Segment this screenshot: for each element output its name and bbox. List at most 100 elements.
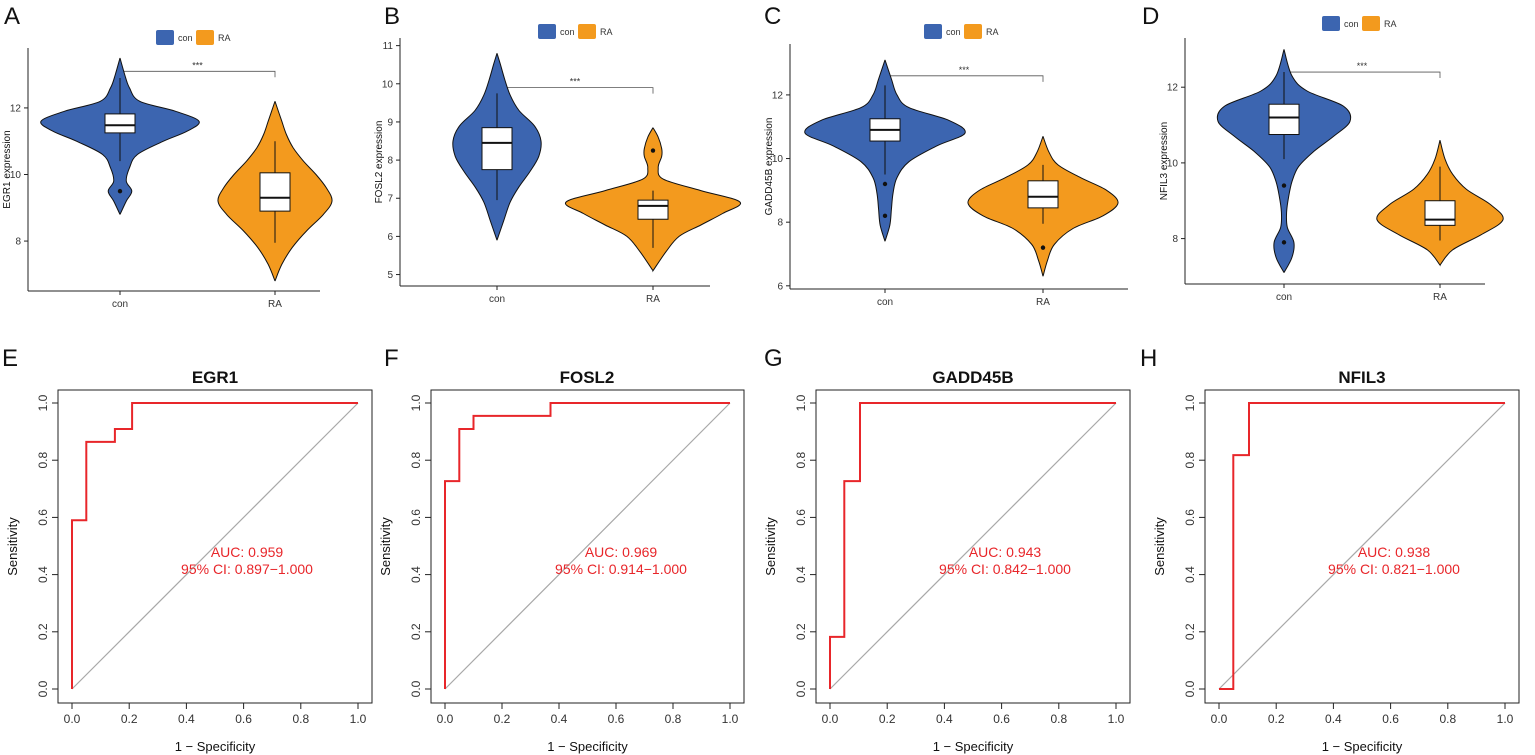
x-tick-label: 1.0 [1497, 712, 1514, 726]
x-tick-label: 0.6 [608, 712, 625, 726]
x-tick-label-con: con [112, 299, 128, 310]
x-tick-label-con: con [1276, 292, 1292, 303]
panel-letter: C [764, 3, 781, 30]
legend-label-con: con [946, 27, 961, 37]
y-tick-label: 12 [772, 90, 784, 101]
diagonal-reference-line [829, 402, 1117, 690]
y-tick-label: 1.0 [36, 394, 50, 411]
x-tick-label: 0.4 [551, 712, 568, 726]
x-tick-label: 0.4 [178, 712, 195, 726]
box-con [1268, 103, 1300, 136]
y-tick-label: 0.0 [36, 680, 50, 697]
y-tick-label: 0.8 [36, 452, 50, 469]
x-tick-label: 1.0 [1108, 712, 1125, 726]
roc-title: EGR1 [192, 368, 238, 387]
auc-label: AUC: 0.943 [969, 544, 1042, 560]
plot-frame [57, 389, 373, 704]
x-tick-label-ra: RA [268, 299, 282, 310]
y-axis-title: Sensitivity [378, 517, 393, 576]
x-tick-label-ra: RA [1036, 297, 1050, 308]
y-tick-label: 0.4 [409, 566, 423, 583]
y-tick-label: 0.0 [794, 680, 808, 697]
auc-label: AUC: 0.938 [1358, 544, 1431, 560]
y-tick-label: 6 [777, 281, 783, 292]
y-tick-label: 10 [10, 170, 22, 181]
x-tick-label: 0.2 [1268, 712, 1285, 726]
x-tick-label: 0.6 [993, 712, 1010, 726]
diagonal-reference-line [71, 402, 359, 690]
legend: con RA [156, 30, 231, 45]
x-tick-label: 0.2 [121, 712, 138, 726]
y-tick-label: 0.2 [1183, 623, 1197, 640]
roc-panel-g: G GADD45B 0.0 0.0 0.2 0.2 0.4 0.4 0.6 0.6 0.8 0.8 1.… [763, 345, 1131, 754]
x-tick-label: 0.0 [1211, 712, 1228, 726]
panel-letter: A [4, 3, 20, 30]
legend-label-ra: RA [1384, 19, 1397, 29]
y-tick-label: 1.0 [409, 394, 423, 411]
y-tick-label: 1.0 [794, 394, 808, 411]
plot-frame [815, 389, 1131, 704]
y-tick-label: 8 [777, 218, 783, 229]
x-tick-label: 0.8 [1050, 712, 1067, 726]
legend-swatch-con [538, 24, 556, 39]
legend-swatch-con [156, 30, 174, 45]
y-tick-label: 6 [387, 232, 393, 243]
x-tick-label-ra: RA [1433, 292, 1447, 303]
y-tick-label: 0.2 [36, 623, 50, 640]
y-tick-label: 0.0 [409, 680, 423, 697]
x-tick-label: 0.4 [936, 712, 953, 726]
y-tick-label: 10 [772, 154, 784, 165]
x-tick-label: 0.4 [1325, 712, 1342, 726]
y-axis-title: GADD45B expression [764, 118, 775, 216]
y-tick-label: 12 [1167, 83, 1179, 94]
panel-letter: E [2, 345, 18, 372]
x-tick-label: 0.8 [665, 712, 682, 726]
ci-label: 95% CI: 0.914−1.000 [555, 561, 687, 577]
box-con [481, 127, 513, 171]
ci-label: 95% CI: 0.821−1.000 [1328, 561, 1460, 577]
legend-label-con: con [178, 33, 193, 43]
plot-frame [430, 389, 745, 704]
legend: con RA [924, 24, 999, 39]
roc-curve [444, 402, 730, 689]
x-tick-label: 1.0 [722, 712, 739, 726]
y-axis-title: Sensitivity [1152, 517, 1167, 576]
box-ra [259, 172, 291, 212]
y-axis-title: Sensitivity [763, 517, 778, 576]
roc-title: GADD45B [932, 368, 1013, 387]
y-tick-label: 1.0 [1183, 394, 1197, 411]
x-tick-label: 0.6 [1382, 712, 1399, 726]
panel-letter: F [384, 345, 399, 372]
y-tick-label: 10 [1167, 158, 1179, 169]
roc-title: NFIL3 [1338, 368, 1385, 387]
y-tick-label: 0.4 [1183, 566, 1197, 583]
roc-curve [71, 402, 358, 689]
box-con [104, 113, 136, 134]
y-tick-label: 9 [387, 117, 393, 128]
roc-curve [829, 402, 1116, 689]
significance-bracket [496, 87, 654, 94]
legend-swatch-ra [1362, 16, 1380, 31]
y-tick-label: 0.6 [1183, 509, 1197, 526]
y-tick-label: 0.2 [794, 623, 808, 640]
violin-con [1216, 49, 1352, 273]
panel-letter: B [384, 3, 400, 30]
significance-label: *** [959, 65, 970, 75]
roc-panel-f: F FOSL2 0.0 0.0 0.2 0.2 0.4 0.4 0.6 0.6 0.8 0.8 1.0 1… [378, 345, 745, 754]
significance-bracket [1283, 71, 1441, 79]
x-tick-label: 0.2 [879, 712, 896, 726]
y-tick-label: 8 [387, 156, 393, 167]
significance-bracket [884, 75, 1044, 82]
legend-swatch-ra [578, 24, 596, 39]
y-tick-label: 11 [383, 41, 394, 52]
y-tick-label: 5 [387, 270, 393, 281]
y-tick-label: 0.2 [409, 623, 423, 640]
box-ra [637, 199, 669, 220]
y-axis-title: NFIL3 expression [1159, 122, 1170, 200]
legend-label-ra: RA [218, 33, 231, 43]
roc-curve [1219, 402, 1505, 690]
